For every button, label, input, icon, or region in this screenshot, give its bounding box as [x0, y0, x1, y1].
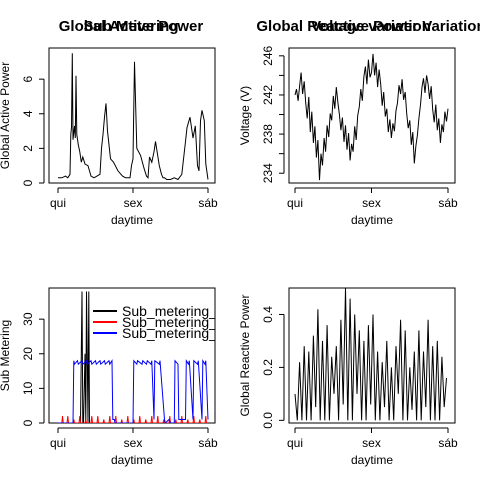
chart-panel-1: Global Active Power qui sex sáb daytime 0 2 4 6 G… [0, 18, 218, 227]
x-tick-label: sex [362, 196, 381, 210]
y-tick-label: 234 [261, 163, 275, 183]
x-tick-label: sex [362, 436, 381, 450]
y-tick-label: 20 [21, 347, 35, 361]
chart-panel-4: Global Reactive Power Variation qui sex sáb… [238, 18, 480, 467]
series-line-3 [58, 359, 209, 423]
y-tick-label: 30 [21, 312, 35, 326]
y-tick-label: 2 [21, 145, 35, 152]
series-line-1 [294, 53, 449, 181]
series-line-1 [294, 288, 447, 421]
x-axis-label: daytime [351, 213, 393, 227]
x-tick-label: sáb [198, 436, 218, 450]
x-tick-label: qui [50, 196, 66, 210]
chart-title: Global Reactive Power Variation [256, 18, 480, 35]
chart-title: Voltage variation [311, 18, 431, 35]
y-tick-label: 242 [261, 85, 275, 105]
chart-panel-2: Voltage variation qui sex sáb daytime 234 238 2… [238, 18, 458, 227]
y-tick-label: 0.0 [261, 412, 275, 429]
chart-title: Sub Metering [83, 18, 178, 35]
y-tick-label: 4 [21, 110, 35, 117]
series-line-2 [61, 416, 207, 423]
y-tick-label: 6 [21, 75, 35, 82]
x-tick-label: qui [287, 436, 303, 450]
y-tick-label: 0.4 [261, 306, 275, 323]
x-tick-label: sáb [438, 196, 458, 210]
y-tick-label: 0 [21, 179, 35, 186]
series-line-1 [58, 291, 208, 423]
x-axis-label: daytime [111, 213, 153, 227]
x-tick-label: sex [124, 196, 143, 210]
y-axis-label: Global Active Power [0, 62, 12, 169]
y-tick-label: 0 [21, 419, 35, 426]
chart-title: Global Active Power [59, 18, 204, 35]
legend-entry: Sub_metering_1 [122, 303, 225, 319]
plot-frame [288, 287, 456, 424]
x-tick-label: qui [287, 196, 303, 210]
x-tick-label: sáb [438, 436, 458, 450]
series-line-1 [58, 53, 209, 181]
plot-frame [288, 47, 456, 184]
y-axis-label: Sub Metering [0, 320, 12, 391]
y-tick-label: 238 [261, 124, 275, 144]
y-tick-label: 246 [261, 45, 275, 65]
legend-entry: Sub_metering_2 [122, 314, 225, 330]
x-tick-label: qui [50, 436, 66, 450]
y-axis-label: Global Reactive Power [238, 294, 252, 416]
y-tick-label: 10 [21, 381, 35, 395]
legend: Sub_metering_1Sub_metering_2Sub_metering… [93, 303, 225, 341]
x-tick-label: sex [124, 436, 143, 450]
y-axis-label: Voltage (V) [238, 86, 252, 145]
y-tick-label: 0.2 [261, 359, 275, 376]
plot-frame [48, 47, 216, 184]
legend-entry: Sub_metering_3 [122, 325, 225, 341]
x-axis-label: daytime [351, 453, 393, 467]
x-axis-label: daytime [111, 453, 153, 467]
x-tick-label: sáb [198, 196, 218, 210]
